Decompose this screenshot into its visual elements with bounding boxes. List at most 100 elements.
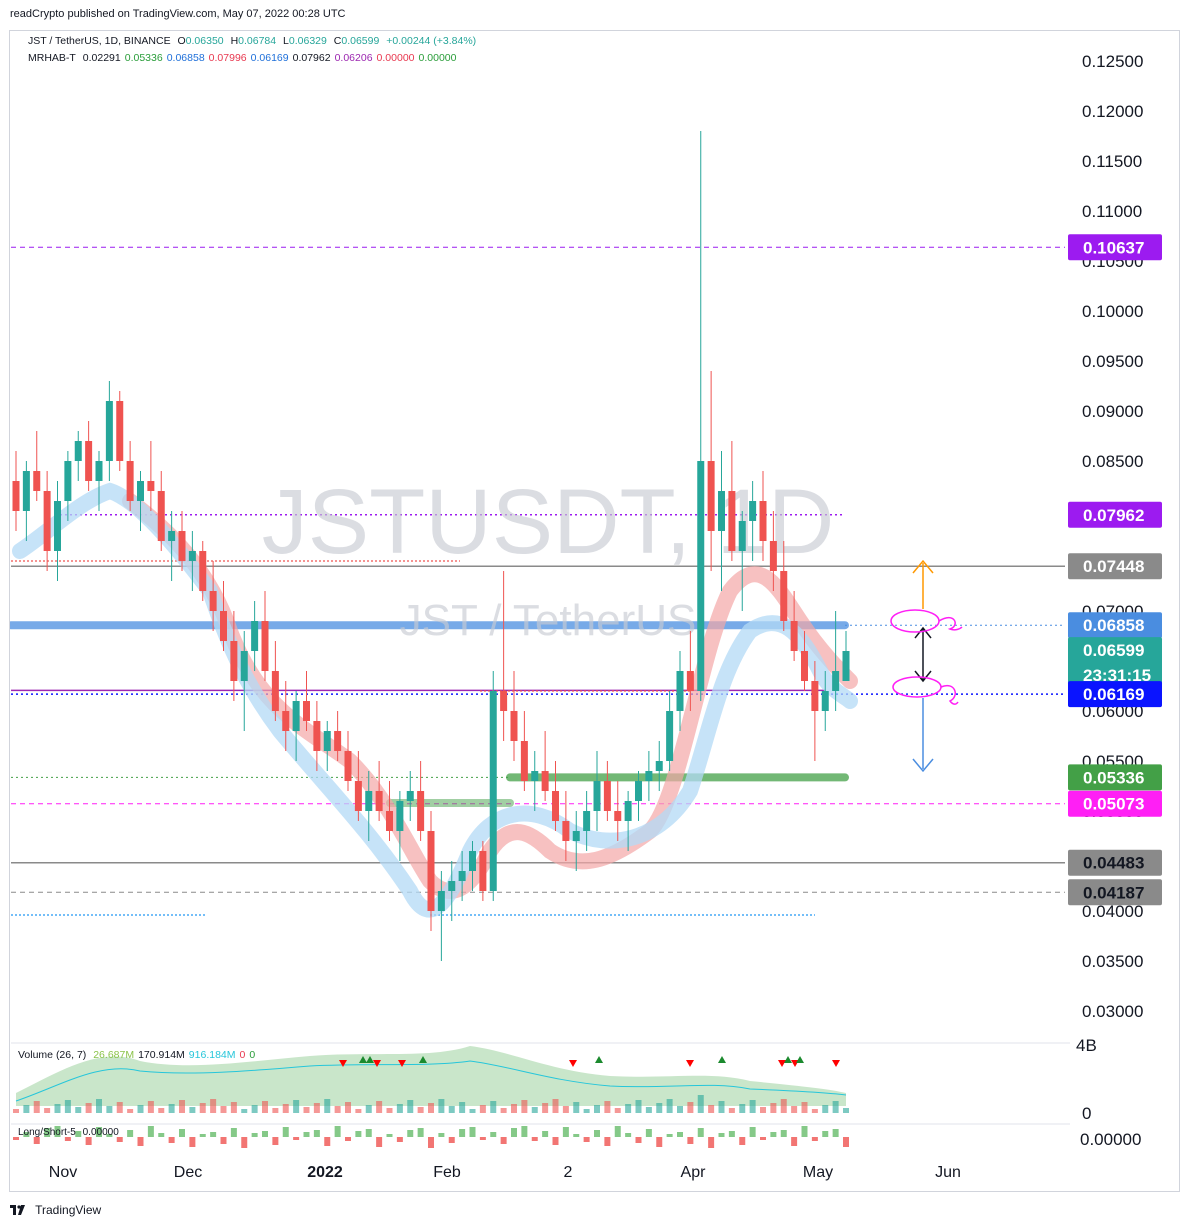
symbol-watermark: JSTUSDT, 1D JST / TetherUS (262, 471, 835, 645)
volume-bar (687, 1102, 694, 1113)
longshort-bar (718, 1133, 725, 1137)
volume-bar (708, 1105, 715, 1113)
legend-close: C0.06599 (333, 35, 380, 47)
candle-body (375, 791, 383, 811)
magenta-loop-upper (938, 616, 963, 631)
price-tag-label: 0.07448 (1083, 557, 1144, 576)
volume-bar (500, 1108, 507, 1113)
indicator-value-3: 0.07996 (208, 52, 247, 64)
indicator-value-6: 0.06206 (334, 52, 373, 64)
volume-bar (552, 1099, 559, 1113)
candle-body (43, 491, 51, 551)
footer: TradingView (10, 1203, 101, 1217)
volume-bar (791, 1106, 798, 1113)
candle-body (354, 781, 362, 811)
volume-bar (749, 1100, 756, 1113)
volume-bar (677, 1106, 683, 1113)
longshort-pane (13, 1126, 849, 1148)
candle-body (790, 621, 798, 651)
chart-frame[interactable]: JSTUSDT, 1D JST / TetherUS 0.12500 0.1200… (9, 30, 1180, 1192)
price-tick-label: 0.12500 (1082, 52, 1143, 71)
volume-bar (210, 1099, 217, 1113)
price-tag-label: 0.06858 (1083, 616, 1144, 635)
price-tag-countdown: 23:31:15 (1083, 666, 1151, 685)
volume-bar (811, 1109, 818, 1113)
blue-arrowhead (912, 758, 934, 773)
longshort-bar (106, 1134, 113, 1137)
price-tag-bg (1068, 501, 1162, 528)
longshort-bar (23, 1132, 30, 1137)
price-tick-label: 0.08500 (1082, 452, 1143, 471)
longshort-bar (811, 1137, 818, 1141)
volume-bar (199, 1103, 206, 1113)
longshort-bar (500, 1137, 507, 1144)
candle-body (74, 441, 82, 461)
legend-open: O0.06350 (177, 35, 224, 47)
longshort-bar (334, 1126, 341, 1137)
volume-legend-value-3: 0 (239, 1049, 246, 1061)
longshort-bar (407, 1130, 414, 1137)
indicator-value-7: 0.00000 (376, 52, 415, 64)
longshort-bar (511, 1128, 517, 1137)
longshort-bar (147, 1126, 154, 1137)
volume-axis-bottom: 0 (1082, 1104, 1091, 1123)
candle-body (448, 881, 456, 891)
candle-body (603, 781, 611, 811)
volume-bar (594, 1105, 600, 1113)
magenta-loop-lower (940, 684, 959, 705)
buy-signal-icon (366, 1056, 374, 1063)
longshort-bar (708, 1137, 715, 1148)
candle-body (572, 831, 580, 841)
price-tag-label: 0.06599 (1083, 641, 1144, 660)
candle-body (801, 651, 808, 681)
volume-bar (137, 1105, 144, 1113)
longshort-bar (604, 1137, 611, 1146)
volume-bar (262, 1101, 268, 1113)
volume-bar (386, 1108, 393, 1113)
price-tag-label: 0.10637 (1083, 238, 1144, 257)
candle-body (614, 811, 622, 821)
volume-bar (428, 1103, 434, 1113)
volume-bar (635, 1100, 642, 1113)
volume-bar (604, 1101, 611, 1113)
longshort-bar (210, 1132, 217, 1137)
volume-bar (573, 1102, 580, 1113)
longshort-legend-name: Long/Short-5 (18, 1127, 76, 1138)
sell-signal-icon (686, 1060, 694, 1067)
candle-body (292, 701, 300, 731)
candle-body (54, 501, 61, 551)
time-tick-label: Apr (681, 1164, 707, 1181)
volume-bar (179, 1100, 185, 1113)
indicator-value-2: 0.06858 (166, 52, 205, 64)
longshort-bar (44, 1128, 51, 1137)
volume-bar (479, 1105, 486, 1113)
candle-body (479, 851, 487, 891)
volume-bar (230, 1102, 237, 1113)
longshort-bar (656, 1137, 663, 1147)
volume-axis-top: 4B (1076, 1036, 1097, 1055)
longshort-bar (179, 1129, 185, 1137)
time-tick-label: 2022 (307, 1164, 343, 1181)
longshort-bar (594, 1130, 600, 1137)
candle-body (458, 871, 466, 881)
volume-bar (718, 1101, 725, 1113)
time-axis[interactable]: Nov Dec 2022 Feb 2 Apr May Jun (49, 1164, 961, 1181)
volume-bar (656, 1103, 663, 1113)
longshort-bar (33, 1137, 40, 1144)
volume-bar (324, 1099, 331, 1113)
volume-bar (116, 1102, 123, 1113)
longshort-bar (531, 1137, 538, 1141)
longshort-bar (272, 1137, 279, 1145)
price-tags: 0.10637 0.07962 0.07448 0.06858 0.06599 23:31… (1068, 234, 1162, 906)
candle-body (168, 531, 176, 541)
candle-body (406, 791, 414, 801)
volume-bar (770, 1103, 777, 1113)
candle-body (676, 671, 684, 711)
volume-bar (417, 1107, 424, 1113)
longshort-bar (241, 1137, 248, 1148)
price-chart[interactable]: JSTUSDT, 1D JST / TetherUS 0.12500 0.1200… (10, 31, 1181, 1193)
volume-bar (531, 1107, 538, 1113)
candle-body (728, 491, 736, 551)
volume-bar (158, 1108, 165, 1113)
volume-bar (96, 1099, 102, 1113)
